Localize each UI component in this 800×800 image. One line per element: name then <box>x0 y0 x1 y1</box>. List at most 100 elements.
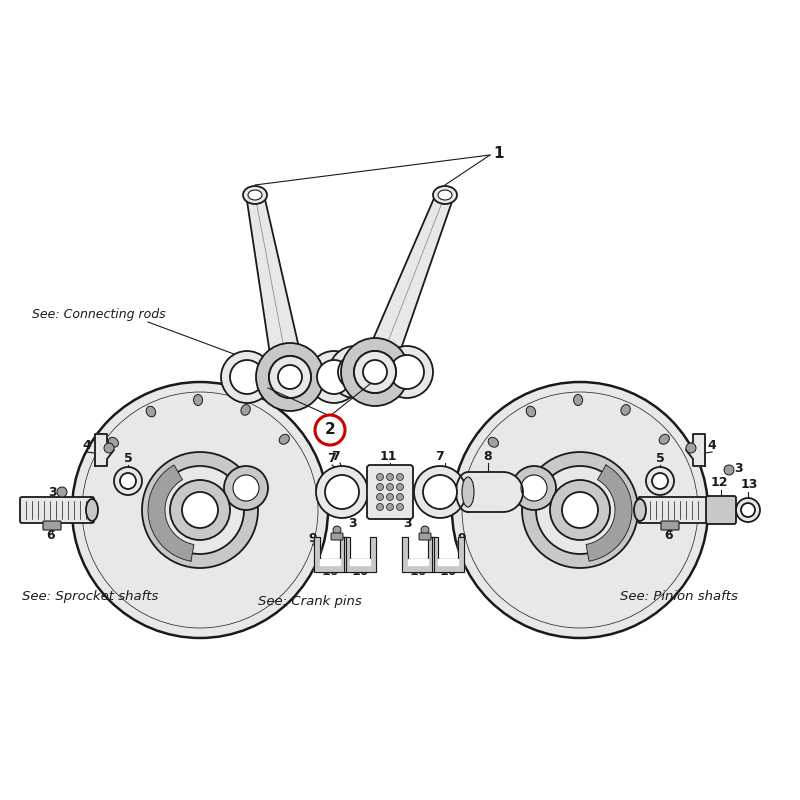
Text: 6: 6 <box>46 529 54 542</box>
Circle shape <box>377 474 383 481</box>
Circle shape <box>269 356 311 398</box>
Text: See: Crank pins: See: Crank pins <box>258 595 362 608</box>
Circle shape <box>381 346 433 398</box>
Text: 3: 3 <box>403 517 412 530</box>
Ellipse shape <box>433 186 457 204</box>
Circle shape <box>354 351 396 393</box>
Text: 10: 10 <box>440 565 458 578</box>
Ellipse shape <box>108 438 118 447</box>
Circle shape <box>114 467 142 495</box>
Circle shape <box>170 480 230 540</box>
Circle shape <box>233 475 259 501</box>
Circle shape <box>82 392 318 628</box>
Circle shape <box>421 526 429 534</box>
FancyBboxPatch shape <box>367 465 413 519</box>
Circle shape <box>221 351 273 403</box>
Circle shape <box>329 346 381 398</box>
Circle shape <box>325 475 359 509</box>
Polygon shape <box>314 537 346 572</box>
Polygon shape <box>432 537 464 572</box>
Polygon shape <box>586 465 632 562</box>
Circle shape <box>57 487 67 497</box>
Text: 13: 13 <box>741 478 758 491</box>
Text: 3: 3 <box>48 486 57 498</box>
Polygon shape <box>456 472 523 512</box>
Text: 5: 5 <box>656 452 664 465</box>
Circle shape <box>333 526 341 534</box>
Text: 3: 3 <box>348 517 357 530</box>
Circle shape <box>338 355 372 389</box>
Text: 10: 10 <box>352 565 370 578</box>
Ellipse shape <box>488 438 498 447</box>
Circle shape <box>386 494 394 501</box>
Circle shape <box>317 360 351 394</box>
Polygon shape <box>408 559 428 565</box>
Text: 10: 10 <box>410 565 427 578</box>
Ellipse shape <box>621 405 630 415</box>
Circle shape <box>686 443 696 453</box>
Ellipse shape <box>526 406 536 417</box>
Ellipse shape <box>462 477 474 507</box>
Ellipse shape <box>248 190 262 200</box>
Polygon shape <box>402 537 434 572</box>
Text: 11: 11 <box>379 450 397 463</box>
Circle shape <box>315 415 345 445</box>
Circle shape <box>386 483 394 490</box>
Polygon shape <box>246 194 306 383</box>
Circle shape <box>269 356 311 398</box>
Circle shape <box>278 365 302 389</box>
Circle shape <box>452 382 708 638</box>
Polygon shape <box>686 434 705 466</box>
Ellipse shape <box>279 434 290 444</box>
FancyBboxPatch shape <box>20 497 94 523</box>
Circle shape <box>512 466 556 510</box>
Circle shape <box>308 351 360 403</box>
Circle shape <box>736 498 760 522</box>
Circle shape <box>386 503 394 510</box>
Ellipse shape <box>659 434 670 444</box>
Circle shape <box>646 467 674 495</box>
Circle shape <box>120 473 136 489</box>
Polygon shape <box>148 465 194 562</box>
Ellipse shape <box>146 406 156 417</box>
Circle shape <box>182 492 218 528</box>
Text: 7: 7 <box>436 450 444 463</box>
Ellipse shape <box>241 405 250 415</box>
Polygon shape <box>344 537 376 572</box>
Text: 3: 3 <box>734 462 742 474</box>
FancyBboxPatch shape <box>331 533 343 540</box>
Text: 12: 12 <box>711 476 729 489</box>
Text: 4: 4 <box>707 439 716 452</box>
FancyBboxPatch shape <box>43 521 61 530</box>
Circle shape <box>397 474 403 481</box>
Circle shape <box>316 466 368 518</box>
Ellipse shape <box>194 394 202 406</box>
Circle shape <box>341 338 409 406</box>
Text: See: Pinion shafts: See: Pinion shafts <box>620 590 738 603</box>
Ellipse shape <box>574 394 582 406</box>
Circle shape <box>363 360 387 384</box>
Circle shape <box>741 503 755 517</box>
Circle shape <box>377 483 383 490</box>
Circle shape <box>397 503 403 510</box>
Circle shape <box>156 466 244 554</box>
Circle shape <box>224 466 268 510</box>
Text: 7: 7 <box>330 450 339 463</box>
Circle shape <box>536 466 624 554</box>
Circle shape <box>522 452 638 568</box>
Circle shape <box>397 483 403 490</box>
Text: 9: 9 <box>308 532 317 545</box>
Ellipse shape <box>243 186 267 204</box>
Ellipse shape <box>634 499 646 521</box>
Circle shape <box>386 474 394 481</box>
Ellipse shape <box>438 190 452 200</box>
Circle shape <box>377 503 383 510</box>
Text: See: Sprocket shafts: See: Sprocket shafts <box>22 590 158 603</box>
Text: 5: 5 <box>124 452 132 465</box>
Circle shape <box>377 494 383 501</box>
Circle shape <box>724 465 734 475</box>
Text: 9: 9 <box>457 532 466 545</box>
Circle shape <box>397 494 403 501</box>
Circle shape <box>390 355 424 389</box>
Circle shape <box>230 360 264 394</box>
